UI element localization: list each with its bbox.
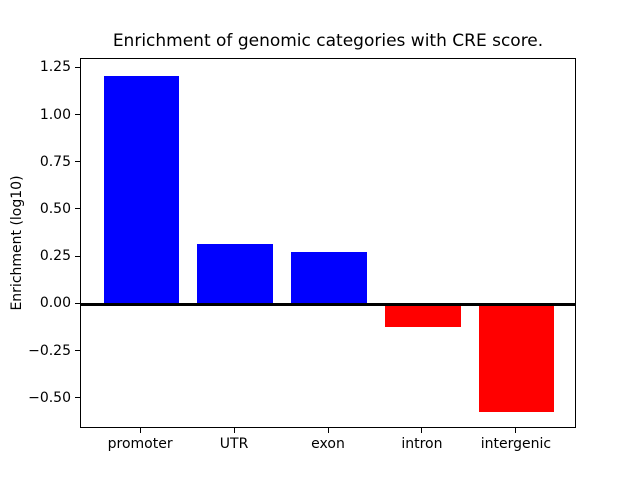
y-tick-label: −0.50: [28, 389, 71, 406]
bar-UTR: [197, 244, 273, 305]
bar-intergenic: [479, 304, 555, 413]
chart-title: Enrichment of genomic categories with CR…: [112, 31, 544, 51]
y-tick-mark: [75, 255, 80, 257]
y-tick-label: 0.00: [39, 295, 71, 312]
bar-exon: [291, 251, 367, 305]
zero-baseline: [81, 302, 575, 306]
bar-promoter: [103, 75, 179, 305]
y-tick-mark: [75, 114, 80, 115]
y-tick-label: 0.25: [39, 248, 71, 265]
x-tick-label-UTR: UTR: [219, 436, 249, 452]
y-tick-mark: [75, 161, 80, 163]
y-tick-label: 1.25: [39, 59, 71, 76]
x-tick-label-intergenic: intergenic: [480, 436, 552, 452]
y-tick-mark: [75, 66, 80, 68]
y-tick-mark: [75, 208, 80, 210]
y-tick-label: 0.50: [39, 200, 71, 217]
y-tick-mark: [75, 397, 80, 399]
y-tick-label: 1.00: [39, 106, 71, 123]
y-tick-mark: [75, 302, 80, 304]
y-tick-label: 0.75: [39, 153, 71, 170]
x-tick-label-intron: intron: [401, 436, 443, 452]
x-tick-mark: [421, 428, 423, 433]
x-tick-label-exon: exon: [311, 436, 345, 452]
x-tick-mark: [327, 428, 329, 433]
y-axis-label: Enrichment (log10): [9, 175, 25, 311]
y-tick-label: −0.25: [28, 342, 71, 359]
bar-intron: [385, 304, 461, 328]
x-tick-mark: [139, 428, 141, 433]
y-tick-mark: [75, 350, 80, 352]
x-tick-mark: [233, 428, 235, 433]
plot-area: [80, 58, 576, 428]
x-tick-label-promoter: promoter: [107, 436, 173, 452]
x-tick-mark: [515, 428, 517, 433]
